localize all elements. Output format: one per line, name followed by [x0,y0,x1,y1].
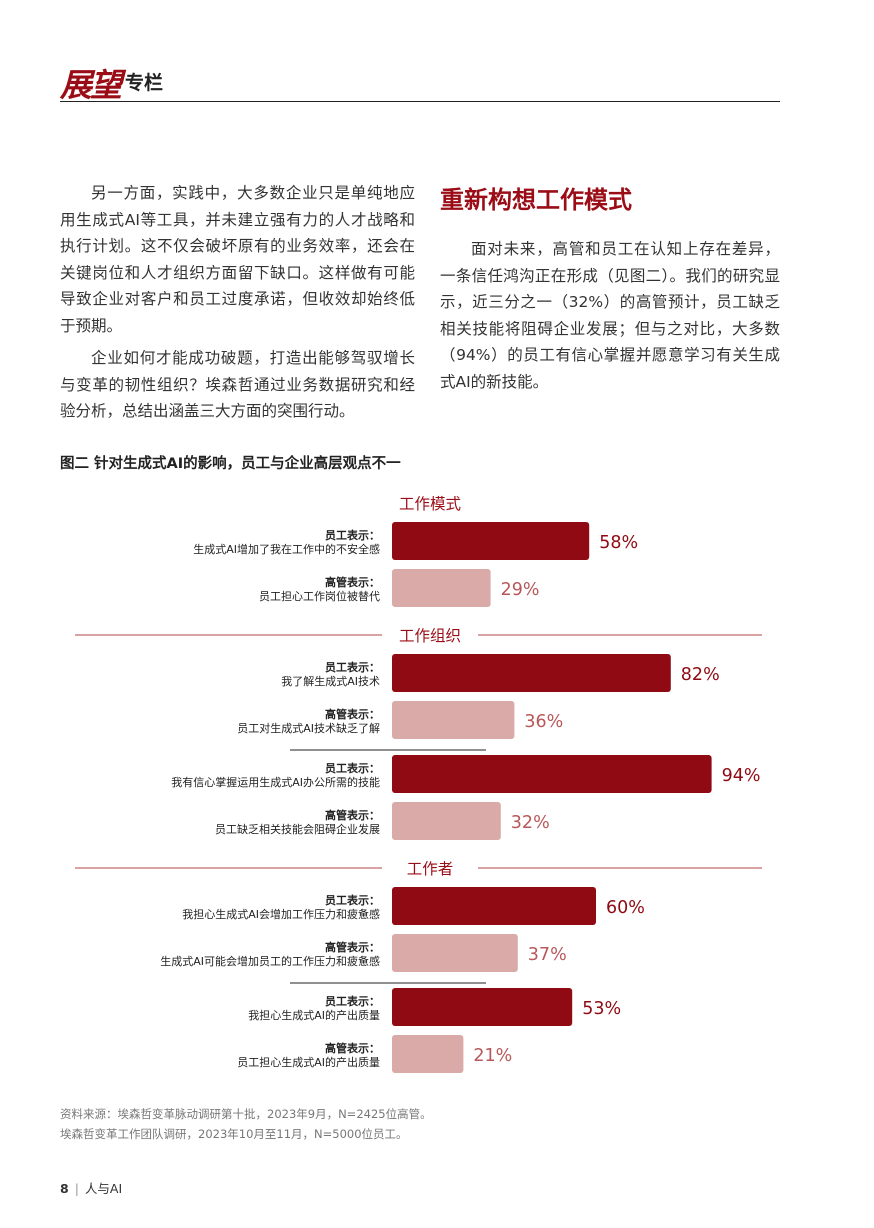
bar-value-label: 53% [582,999,621,1019]
bar-employee [392,988,573,1026]
bar-executive [392,802,501,840]
bar-value-label: 60% [606,898,645,918]
right-column: 重新构想工作模式 面对未来，高管和员工在认知上存在差异，一条信任鸿沟正在形成（见… [440,184,780,395]
page-number: 8 [60,1181,69,1196]
header-divider [60,101,780,102]
section-heading: 重新构想工作模式 [440,186,632,214]
bar-speaker-label: 高管表示： [325,575,380,589]
bar-speaker-label: 高管表示： [325,808,380,822]
bar-value-label: 58% [599,533,638,553]
source-line-2: 埃森哲变革工作团队调研，2023年10月至11月，N=5000位员工。 [60,1127,408,1141]
bar-speaker-label: 高管表示： [325,940,380,954]
left-paragraph-2: 企业如何才能成功破题，打造出能够驾驭增长与变革的韧性组织？埃森哲通过业务数据研究… [60,349,415,420]
bar-speaker-label: 员工表示： [325,761,380,775]
bar-category-label: 员工缺乏相关技能会阻碍企业发展 [215,822,380,836]
bar-category-label: 我有信心掌握运用生成式AI办公所需的技能 [171,775,380,789]
bar-speaker-label: 员工表示： [325,994,380,1008]
bar-executive [392,701,515,739]
page-footer: 8 | 人与AI [60,1178,122,1197]
bar-category-label: 员工担心工作岗位被替代 [259,589,380,603]
section-label: 工作模式 [399,495,461,513]
header-section-title: 专栏 [125,72,164,94]
bar-value-label: 29% [501,580,540,600]
bar-executive [392,1035,464,1073]
bar-speaker-label: 高管表示： [325,707,380,721]
figure-title: 图二 针对生成式AI的影响，员工与企业高层观点不一 [60,456,401,472]
bar-category-label: 生成式AI增加了我在工作中的不安全感 [193,542,380,556]
bar-speaker-label: 员工表示： [325,893,380,907]
bar-category-label: 员工担心生成式AI的产出质量 [237,1055,380,1069]
footer-section: 人与AI [84,1181,123,1196]
bar-chart: 工作模式58%员工表示：生成式AI增加了我在工作中的不安全感29%高管表示：员工… [75,495,762,1073]
bar-category-label: 我担心生成式AI会增加工作压力和疲惫感 [182,907,380,921]
bar-speaker-label: 员工表示： [325,528,380,542]
bar-value-label: 21% [473,1046,512,1066]
bar-category-label: 员工对生成式AI技术缺乏了解 [237,721,380,735]
bar-executive [392,569,491,607]
bar-speaker-label: 员工表示： [325,660,380,674]
section-label: 工作组织 [399,627,461,645]
bar-value-label: 36% [524,712,563,732]
left-column: 另一方面，实践中，大多数企业只是单纯地应用生成式AI等工具，并未建立强有力的人才… [60,180,415,431]
bar-speaker-label: 高管表示： [325,1041,380,1055]
bar-employee [392,522,590,560]
bar-employee [392,887,596,925]
footer-separator: | [74,1181,79,1196]
bar-executive [392,934,518,972]
bar-value-label: 37% [528,945,567,965]
bar-category-label: 生成式AI可能会增加员工的工作压力和疲惫感 [160,954,380,968]
bar-employee [392,755,712,793]
bar-category-label: 我担心生成式AI的产出质量 [248,1008,380,1022]
bar-value-label: 94% [722,766,761,786]
right-paragraph: 面对未来，高管和员工在认知上存在差异，一条信任鸿沟正在形成（见图二）。我们的研究… [440,240,780,391]
source-line-1: 资料来源：埃森哲变革脉动调研第十批，2023年9月，N=2425位高管。 [60,1107,432,1121]
bar-employee [392,654,671,692]
bar-value-label: 82% [681,665,720,685]
left-paragraph-1: 另一方面，实践中，大多数企业只是单纯地应用生成式AI等工具，并未建立强有力的人才… [60,184,415,335]
source-note: 资料来源：埃森哲变革脉动调研第十批，2023年9月，N=2425位高管。 埃森哲… [60,1104,432,1144]
bar-value-label: 32% [511,813,550,833]
section-label: 工作者 [407,860,454,878]
bar-category-label: 我了解生成式AI技术 [281,674,380,688]
header-logo: 展望 [60,66,122,104]
